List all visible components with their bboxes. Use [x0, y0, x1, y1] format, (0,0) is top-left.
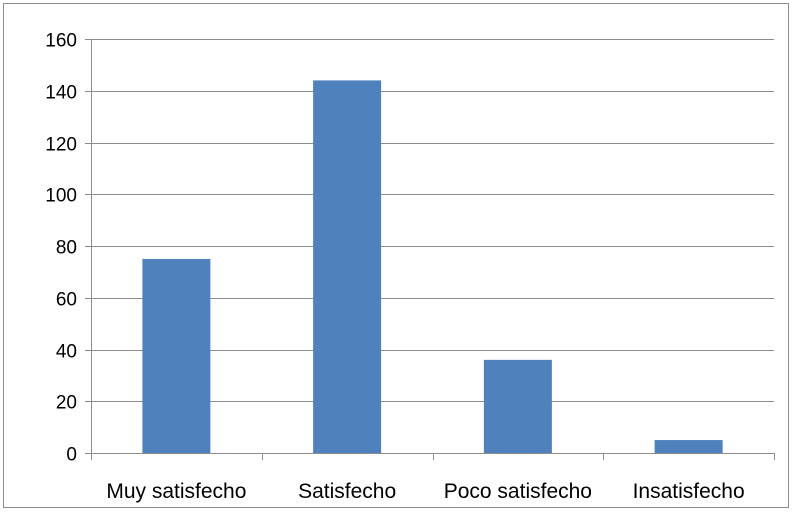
y-tick-label-60: 60 — [56, 290, 77, 311]
bar-satisfecho — [313, 80, 382, 454]
y-tick-label-160: 160 — [45, 31, 77, 52]
x-tick-label-muy-satisfecho: Muy satisfecho — [106, 480, 246, 503]
y-tick-label-20: 20 — [56, 393, 77, 414]
bars — [142, 80, 723, 454]
axes — [85, 39, 775, 460]
y-tick-label-40: 40 — [56, 342, 77, 363]
y-tick-labels: 0 20 40 60 80 100 120 140 160 — [45, 31, 77, 466]
x-tick-labels: Muy satisfecho Satisfecho Poco satisfecho I… — [106, 480, 744, 503]
y-tick-label-140: 140 — [45, 83, 77, 104]
bar-poco-satisfecho — [483, 359, 552, 453]
y-tick-label-0: 0 — [66, 445, 77, 466]
bar-muy-satisfecho — [142, 258, 211, 453]
y-tick-label-80: 80 — [56, 238, 77, 259]
x-tick-label-insatisfecho: Insatisfecho — [633, 480, 745, 503]
y-tick-label-120: 120 — [45, 135, 77, 156]
x-tick-label-poco-satisfecho: Poco satisfecho — [444, 480, 592, 503]
y-tick-label-100: 100 — [45, 186, 77, 207]
chart-frame — [3, 3, 789, 508]
bar-insatisfecho — [654, 440, 723, 453]
x-tick-label-satisfecho: Satisfecho — [298, 480, 396, 503]
